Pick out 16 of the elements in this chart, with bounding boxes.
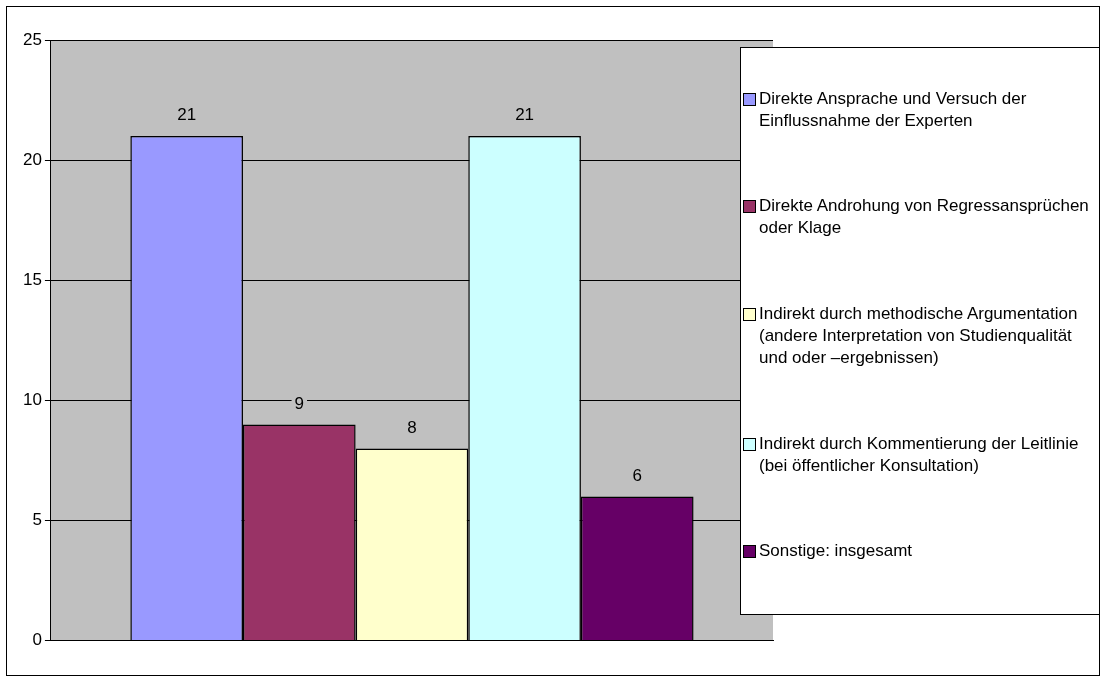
data-label: 8 [407,417,417,437]
y-tick-label: 25 [22,29,42,49]
legend-label: Direkte Androhung von Regressansprüchen oder Klage [759,195,1090,240]
legend-label: Sonstige: insgesamt [759,540,913,563]
data-label: 21 [177,105,197,125]
legend-label: Indirekt durch methodische Argumentation (andere Interpretation von Studienqualität und oder –ergebnissen) [759,303,1079,369]
y-tick-label: 0 [32,630,42,650]
data-label: 21 [515,105,535,125]
legend-label: Direkte Ansprache und Versuch der Einflussnahme der Experten [759,87,1028,132]
data-label: 6 [632,465,642,485]
y-tick-label: 15 [22,269,42,289]
data-label: 9 [294,393,305,413]
legend-label: Indirekt durch Kommentierung der Leitlinie (bei öffentlicher Konsultation) [759,432,1080,477]
y-tick-label: 10 [22,390,42,410]
y-tick-label: 5 [32,510,42,530]
y-tick-label: 20 [22,149,42,169]
